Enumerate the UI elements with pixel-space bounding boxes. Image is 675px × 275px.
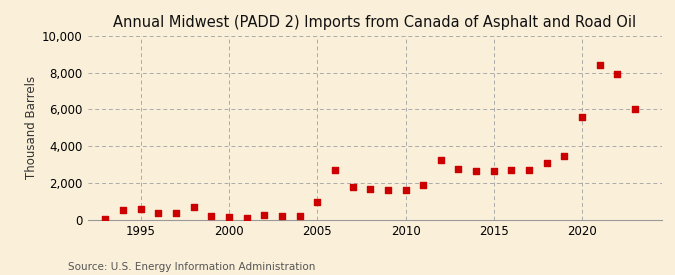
Point xyxy=(418,183,429,187)
Point xyxy=(612,72,623,77)
Point xyxy=(594,63,605,67)
Point xyxy=(383,187,394,192)
Text: Source: U.S. Energy Information Administration: Source: U.S. Energy Information Administ… xyxy=(68,262,315,272)
Point xyxy=(259,213,270,218)
Point xyxy=(206,214,217,219)
Point xyxy=(541,161,552,165)
Point xyxy=(630,106,641,111)
Point xyxy=(347,185,358,189)
Point xyxy=(277,214,288,219)
Point xyxy=(241,216,252,220)
Point xyxy=(400,187,411,192)
Point xyxy=(135,207,146,211)
Point xyxy=(100,217,111,221)
Point xyxy=(117,208,128,212)
Point xyxy=(223,215,234,219)
Point xyxy=(506,168,517,172)
Point xyxy=(294,214,305,219)
Point xyxy=(171,211,182,215)
Title: Annual Midwest (PADD 2) Imports from Canada of Asphalt and Road Oil: Annual Midwest (PADD 2) Imports from Can… xyxy=(113,15,636,31)
Point xyxy=(559,153,570,158)
Point xyxy=(153,210,164,215)
Y-axis label: Thousand Barrels: Thousand Barrels xyxy=(25,76,38,180)
Point xyxy=(188,205,199,209)
Point xyxy=(524,168,535,172)
Point xyxy=(453,167,464,172)
Point xyxy=(364,186,375,191)
Point xyxy=(489,169,500,173)
Point xyxy=(312,200,323,205)
Point xyxy=(329,168,340,172)
Point xyxy=(576,115,587,119)
Point xyxy=(435,158,446,162)
Point xyxy=(470,169,481,173)
